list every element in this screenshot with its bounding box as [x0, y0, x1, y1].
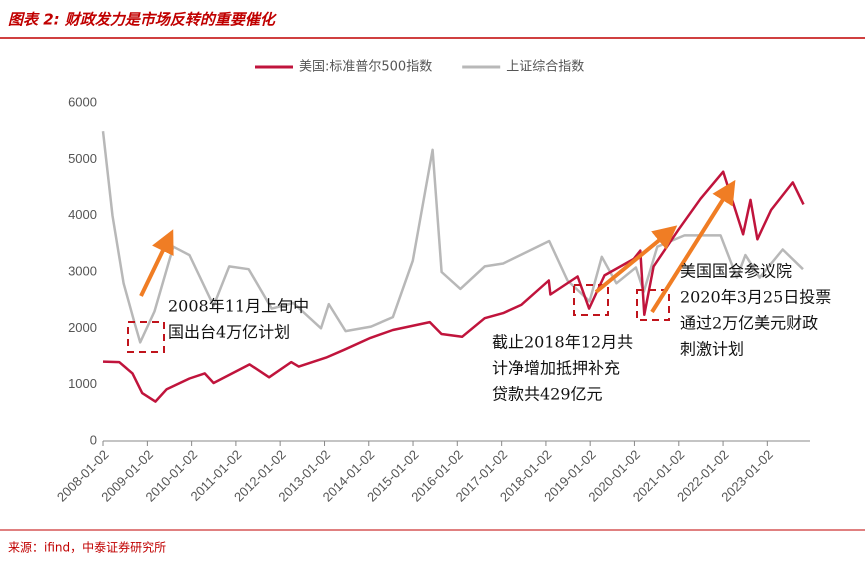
- highlight-box: [127, 321, 165, 353]
- arrow: [139, 229, 174, 297]
- annotation: 计净增加抵押补充: [492, 359, 620, 378]
- highlight-box: [573, 284, 609, 316]
- annotation: 国出台4万亿计划: [168, 323, 290, 342]
- annotation: 2008年11月上旬中: [168, 297, 309, 316]
- y-tick-label: 3000: [68, 263, 97, 278]
- y-tick-label: 1000: [68, 376, 97, 391]
- annotation: 2020年3月25日投票: [680, 288, 831, 307]
- legend: 美国:标准普尔500指数 上证综合指数: [255, 60, 584, 75]
- chart-title: 图表 2: 财政发力是市场反转的重要催化: [8, 11, 277, 29]
- y-tick-label: 2000: [68, 320, 97, 335]
- annotation: 刺激计划: [680, 340, 744, 359]
- arrows: [139, 179, 736, 314]
- markers: [127, 284, 670, 353]
- y-tick-label: 0: [90, 432, 97, 447]
- highlight-box: [636, 289, 670, 321]
- annotation: 通过2万亿美元财政: [680, 314, 818, 333]
- legend-label: 美国:标准普尔500指数: [299, 60, 432, 75]
- source: 来源：ifind，中泰证券研究所: [8, 540, 166, 555]
- annotation: 截止2018年12月共: [492, 333, 633, 352]
- series-line: [102, 170, 805, 403]
- arrow: [594, 225, 678, 294]
- y-tick-label: 4000: [68, 207, 97, 222]
- legend-label: 上证综合指数: [506, 60, 584, 75]
- arrow: [650, 179, 736, 314]
- annotations: 2008年11月上旬中国出台4万亿计划截止2018年12月共计净增加抵押补充贷款…: [168, 262, 831, 404]
- annotation: 美国国会参议院: [680, 262, 792, 281]
- y-tick-label: 5000: [68, 151, 97, 166]
- y-tick-label: 6000: [68, 94, 97, 109]
- annotation: 贷款共429亿元: [492, 385, 603, 404]
